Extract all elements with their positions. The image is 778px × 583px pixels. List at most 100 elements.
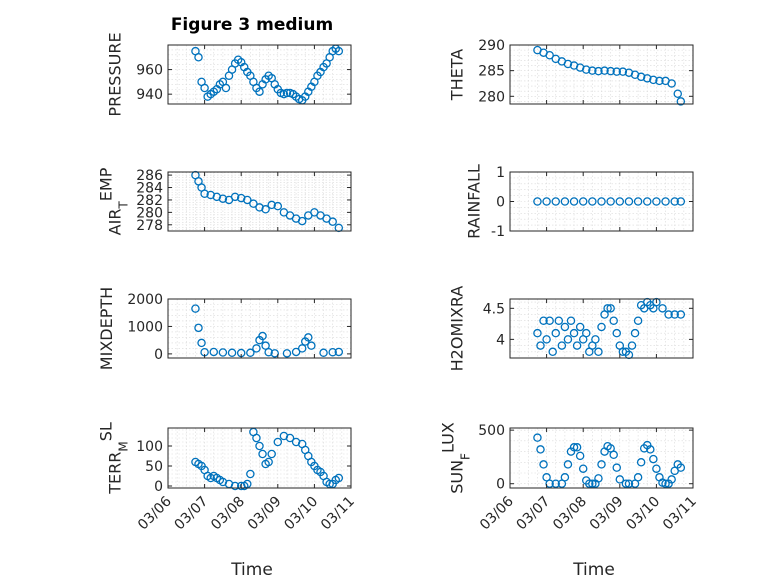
data-point bbox=[569, 328, 579, 338]
y-tick-label: 284 bbox=[136, 181, 163, 197]
data-point bbox=[630, 328, 640, 338]
data-point bbox=[261, 205, 270, 214]
data-point bbox=[218, 194, 228, 203]
data-point bbox=[649, 75, 658, 85]
data-point bbox=[661, 197, 670, 206]
data-point bbox=[667, 79, 676, 88]
data-point bbox=[551, 328, 561, 338]
data-point bbox=[627, 341, 637, 350]
data-point bbox=[246, 348, 255, 358]
y-tick-label: 2000 bbox=[127, 292, 163, 308]
data-point bbox=[291, 347, 301, 357]
axes-box bbox=[167, 171, 352, 232]
data-point bbox=[560, 473, 570, 482]
figure-title: Figure 3 medium bbox=[171, 15, 333, 35]
data-point bbox=[633, 197, 643, 206]
data-point bbox=[597, 460, 606, 469]
y-tick-label: 0 bbox=[496, 477, 505, 493]
data-point bbox=[334, 473, 344, 483]
data-point bbox=[664, 310, 673, 319]
data-point bbox=[563, 335, 573, 344]
data-point bbox=[258, 449, 267, 459]
data-point bbox=[624, 197, 634, 206]
data-point bbox=[563, 59, 573, 69]
data-point bbox=[582, 328, 591, 338]
data-point bbox=[643, 74, 652, 83]
subplot-0: 940 960 PRESSURE bbox=[106, 32, 352, 117]
data-point bbox=[633, 473, 643, 482]
y-tick-label: 4.5 bbox=[483, 301, 505, 317]
data-point bbox=[649, 454, 658, 464]
data-point bbox=[643, 197, 652, 206]
data-point bbox=[255, 87, 264, 96]
y-axis-label: THETA bbox=[448, 49, 467, 101]
data-point bbox=[297, 344, 307, 353]
subplot-1: 280 285 290 THETA bbox=[448, 38, 694, 106]
y-tick-label: 282 bbox=[136, 193, 163, 209]
data-point bbox=[297, 216, 307, 226]
data-point bbox=[307, 341, 316, 350]
data-point bbox=[667, 475, 676, 484]
data-point bbox=[612, 67, 622, 76]
data-point bbox=[539, 316, 548, 325]
axes-box bbox=[509, 427, 694, 489]
data-point bbox=[676, 310, 686, 319]
data-point bbox=[585, 479, 594, 488]
data-point bbox=[533, 197, 542, 206]
y-tick-label: 280 bbox=[478, 89, 505, 105]
x-axis-label-left: Time bbox=[230, 560, 273, 580]
data-point bbox=[594, 347, 603, 357]
y-tick-label: -1 bbox=[491, 224, 505, 240]
data-point bbox=[661, 479, 670, 488]
data-point bbox=[536, 341, 545, 350]
data-point bbox=[267, 449, 276, 459]
data-point bbox=[548, 347, 557, 357]
data-point bbox=[334, 347, 344, 357]
data-point bbox=[200, 189, 209, 198]
subplot-4: 0 1000 2000 MIXDEPTH bbox=[97, 287, 352, 370]
data-point bbox=[282, 88, 292, 98]
data-point bbox=[334, 46, 344, 56]
data-point bbox=[536, 445, 545, 454]
data-point bbox=[572, 443, 582, 452]
data-point bbox=[285, 433, 295, 443]
y-axis-label: SUNFLUX bbox=[438, 422, 473, 494]
axes-box bbox=[167, 298, 352, 359]
x-tick-label: 03/07 bbox=[172, 494, 212, 534]
data-point bbox=[612, 463, 622, 472]
y-tick-label: 290 bbox=[478, 38, 505, 54]
data-point bbox=[646, 445, 655, 454]
data-point bbox=[252, 433, 261, 443]
data-point bbox=[304, 333, 313, 342]
subplot-5: 4 4.5 H2OMIXRA bbox=[448, 286, 694, 371]
data-point bbox=[264, 347, 273, 357]
data-point bbox=[578, 464, 588, 473]
data-point bbox=[621, 479, 631, 488]
x-tick-label: 03/10 bbox=[281, 494, 321, 534]
data-point bbox=[554, 316, 564, 325]
data-point bbox=[218, 348, 228, 357]
y-tick-label: 0 bbox=[154, 479, 163, 495]
data-point bbox=[575, 322, 585, 332]
data-point bbox=[246, 469, 255, 479]
data-point bbox=[633, 316, 643, 325]
data-point bbox=[282, 349, 292, 358]
axes-box bbox=[509, 298, 694, 359]
data-point bbox=[588, 479, 597, 488]
data-point bbox=[273, 437, 283, 447]
y-tick-label: 500 bbox=[478, 423, 505, 439]
data-point bbox=[676, 197, 686, 206]
data-point bbox=[551, 197, 561, 206]
y-tick-label: 285 bbox=[478, 64, 505, 80]
data-point bbox=[594, 66, 603, 76]
data-point bbox=[191, 304, 200, 313]
x-tick-label: 03/08 bbox=[550, 494, 590, 534]
data-point bbox=[227, 348, 237, 358]
data-point bbox=[618, 67, 628, 76]
axes-box bbox=[167, 427, 352, 489]
data-point bbox=[615, 475, 625, 484]
data-point bbox=[676, 97, 686, 106]
y-tick-label: 286 bbox=[136, 168, 163, 184]
